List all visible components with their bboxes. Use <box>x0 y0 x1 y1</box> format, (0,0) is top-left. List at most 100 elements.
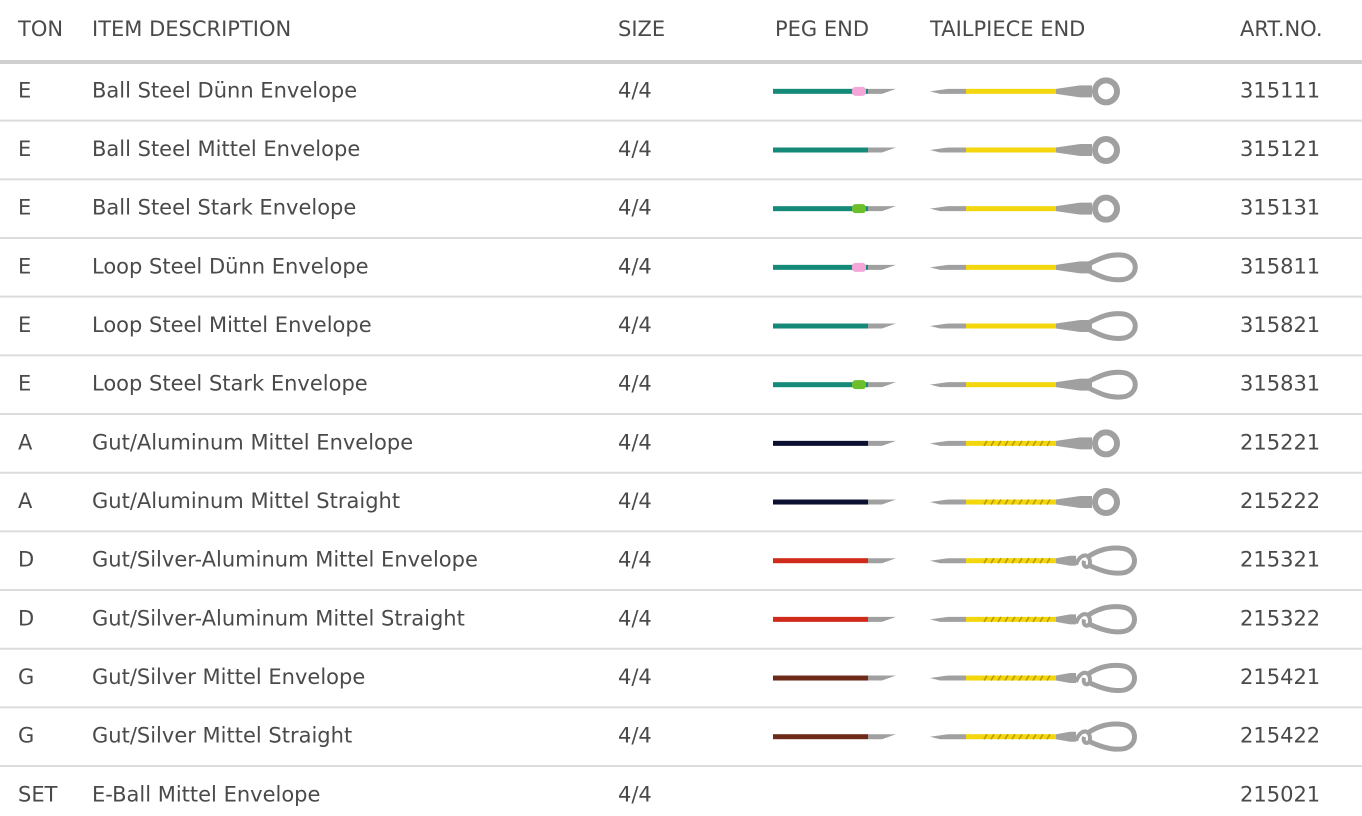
string-icons <box>773 488 1120 517</box>
tail-twist <box>1011 557 1016 564</box>
tail-ring <box>1092 194 1120 223</box>
peg-string <box>773 616 868 622</box>
tail-end <box>1056 378 1092 391</box>
peg-string <box>773 382 868 388</box>
peg-string <box>773 499 868 505</box>
tail-twist <box>1004 440 1009 447</box>
tail-tip <box>930 206 966 212</box>
tail-knot <box>1074 553 1093 569</box>
tail-twist <box>1046 557 1051 564</box>
tail-loop <box>1086 721 1137 752</box>
cell-art-no: 215222 <box>1240 489 1320 513</box>
tail-tip <box>930 734 966 740</box>
peg-tip <box>868 558 896 564</box>
tail-twist <box>983 557 988 564</box>
cell-size: 4/4 <box>618 548 652 572</box>
tail-ring <box>1092 136 1120 165</box>
tail-loop <box>1086 545 1137 576</box>
tail-wrap <box>966 147 1056 153</box>
tail-tip <box>930 382 966 388</box>
tail-twist <box>1018 616 1023 623</box>
cell-size: 4/4 <box>618 313 652 337</box>
tail-wrap <box>966 264 1056 270</box>
string-icons <box>773 136 1120 165</box>
tail-end <box>1056 555 1076 566</box>
tail-twist <box>997 499 1002 505</box>
tail-wrap <box>966 206 1056 212</box>
cell-art-no: 315811 <box>1240 254 1320 278</box>
cell-art-no: 215221 <box>1240 430 1320 454</box>
string-icons <box>773 545 1137 576</box>
string-icons <box>773 369 1138 400</box>
cell-ton: A <box>18 430 33 454</box>
peg-tip <box>868 440 896 446</box>
tail-twist <box>1039 499 1044 505</box>
tail-twist <box>1025 616 1030 623</box>
string-icons <box>773 662 1137 694</box>
cell-description: Gut/Silver-Aluminum Mittel Straight <box>92 606 465 630</box>
tail-twist <box>990 616 995 623</box>
tail-loop <box>1086 252 1138 283</box>
peg-string <box>773 734 868 740</box>
tail-end <box>1056 614 1076 625</box>
tail-ring <box>1092 488 1120 517</box>
tail-twist <box>983 733 988 740</box>
tail-twist <box>983 440 988 447</box>
tail-wrap <box>966 323 1056 329</box>
tail-twist <box>1032 616 1037 623</box>
cell-description: Gut/Silver Mittel Envelope <box>92 665 365 689</box>
cell-description: Ball Steel Stark Envelope <box>92 196 356 220</box>
tail-wrap <box>966 675 1056 681</box>
tail-loop <box>1086 604 1137 635</box>
tail-wrap <box>966 382 1056 388</box>
cell-art-no: 315111 <box>1240 78 1320 102</box>
tail-end <box>1056 673 1076 684</box>
tail-tip <box>930 323 966 329</box>
tail-knot <box>1074 729 1093 745</box>
tail-wrap <box>966 88 1056 94</box>
tail-twist <box>1025 733 1030 740</box>
string-icons <box>773 429 1120 458</box>
tail-end <box>1056 261 1092 274</box>
tail-twist <box>1025 440 1030 447</box>
tail-twist <box>1032 557 1037 564</box>
tail-twist <box>1032 675 1037 681</box>
column-header: PEG END <box>775 17 869 41</box>
cell-art-no: 215021 <box>1240 782 1320 806</box>
tail-twist <box>1004 675 1009 681</box>
tail-wrap <box>966 616 1056 622</box>
column-header: SIZE <box>618 17 665 41</box>
tail-twist <box>1025 557 1030 564</box>
tail-twist <box>1039 675 1044 681</box>
tail-end <box>1056 202 1092 215</box>
tail-twist <box>997 675 1002 681</box>
cell-ton: E <box>18 372 31 396</box>
peg-string <box>773 675 868 681</box>
column-header: ART.NO. <box>1240 17 1323 41</box>
cell-ton: D <box>18 548 34 572</box>
tail-twist <box>1032 733 1037 740</box>
tail-ring <box>1092 77 1120 106</box>
tail-tip <box>930 264 966 270</box>
tail-twist <box>1039 733 1044 740</box>
tail-loop <box>1086 662 1137 694</box>
tail-twist <box>1018 499 1023 505</box>
tail-twist <box>1046 499 1051 505</box>
tail-twist <box>1046 675 1051 681</box>
tail-twist <box>1011 616 1016 623</box>
tail-tip <box>930 88 966 94</box>
tail-end <box>1056 85 1092 98</box>
tail-wrap <box>966 734 1056 740</box>
peg-string <box>773 440 868 446</box>
tail-tip <box>930 147 966 153</box>
cell-size: 4/4 <box>618 372 652 396</box>
cell-ton: D <box>18 606 34 630</box>
tail-tip <box>930 675 966 681</box>
tail-twist <box>1032 499 1037 505</box>
tail-twist <box>997 733 1002 740</box>
tail-wrap <box>966 499 1056 505</box>
cell-description: Loop Steel Dünn Envelope <box>92 254 369 278</box>
cell-description: Ball Steel Mittel Envelope <box>92 137 360 161</box>
cell-description: Gut/Silver Mittel Straight <box>92 724 352 748</box>
string-icons <box>773 252 1138 283</box>
